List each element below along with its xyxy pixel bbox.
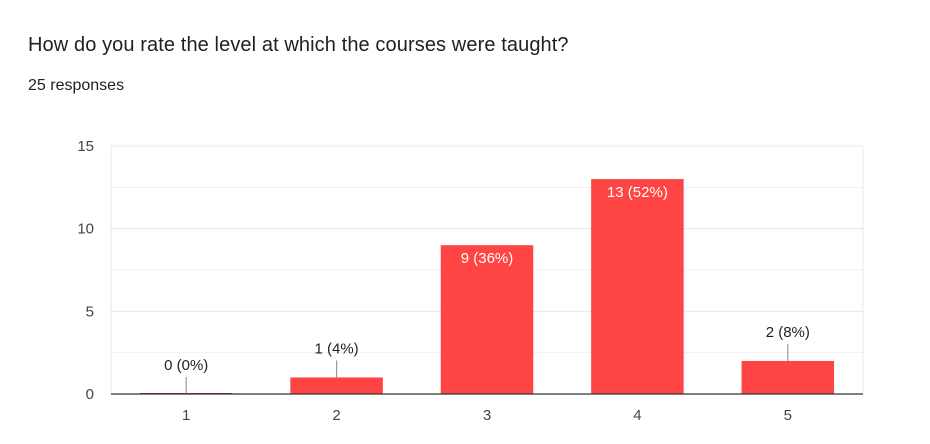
y-tick-label: 5 <box>86 303 94 320</box>
question-title: How do you rate the level at which the c… <box>28 34 569 56</box>
bar <box>741 360 835 394</box>
y-tick-label: 15 <box>77 138 94 155</box>
data-label: 9 (36%) <box>461 250 514 267</box>
x-tick-label: 5 <box>784 407 792 424</box>
data-label: 1 (4%) <box>315 340 359 357</box>
x-tick-label: 1 <box>182 407 190 424</box>
data-label: 0 (0%) <box>164 357 208 374</box>
bar <box>591 179 684 394</box>
bar <box>440 245 534 394</box>
y-tick-label: 10 <box>77 221 94 238</box>
y-tick-label: 0 <box>86 386 94 403</box>
x-tick-label: 3 <box>483 407 491 424</box>
bar <box>290 377 383 394</box>
x-tick-label: 4 <box>633 407 641 424</box>
data-label: 2 (8%) <box>766 324 810 341</box>
data-label: 13 (52%) <box>607 184 668 201</box>
response-count: 25 responses <box>28 77 125 94</box>
x-tick-label: 2 <box>332 407 340 424</box>
